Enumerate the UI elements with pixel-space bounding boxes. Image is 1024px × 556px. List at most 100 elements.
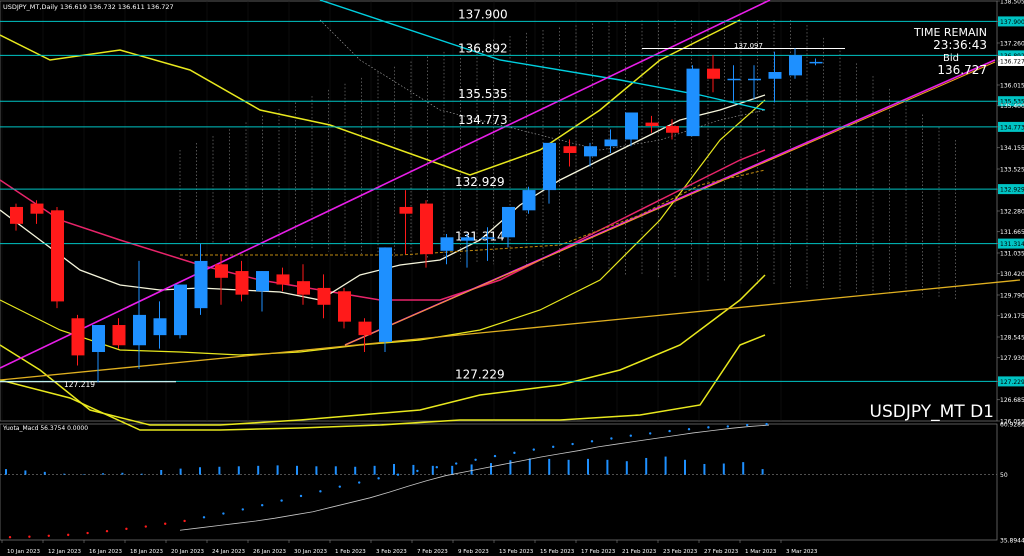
price-tick-label: 134.155 bbox=[1000, 145, 1024, 152]
candle-body bbox=[748, 78, 761, 81]
candles bbox=[10, 48, 823, 383]
price-tick-label: 136.727 bbox=[1000, 58, 1024, 65]
macd-dot bbox=[299, 494, 303, 498]
macd-frame bbox=[0, 423, 998, 541]
macd-dot bbox=[571, 442, 574, 446]
price-axis-badge bbox=[998, 184, 1024, 195]
candle-body bbox=[379, 247, 392, 342]
date-tick-label: 27 Feb 2023 bbox=[704, 549, 739, 555]
macd-dot bbox=[746, 423, 749, 427]
candle-body bbox=[358, 321, 372, 336]
date-tick-label: 15 Feb 2023 bbox=[540, 549, 575, 555]
symbol-info: USDJPY_MT,Daily 136.619 136.732 136.611 … bbox=[3, 3, 174, 11]
macd-dot bbox=[765, 422, 768, 426]
macd-dot bbox=[590, 440, 594, 443]
price-tick-label: 130.420 bbox=[1000, 271, 1024, 278]
macd-dot bbox=[726, 425, 729, 428]
candle-body bbox=[174, 284, 187, 336]
ichimoku-cloud bbox=[179, 20, 956, 300]
macd-dot bbox=[610, 437, 613, 440]
symbol-watermark: USDJPY_MT D1 bbox=[870, 402, 994, 422]
bid-value: 136.727 bbox=[937, 63, 987, 77]
macd-dot bbox=[241, 508, 244, 511]
price-axis-badge bbox=[998, 96, 1024, 107]
macd-dot bbox=[358, 481, 361, 484]
macd-dot bbox=[222, 512, 225, 515]
macd-dot bbox=[8, 535, 12, 539]
candle-body bbox=[789, 55, 802, 76]
macd-dot bbox=[532, 448, 535, 451]
price-tick-label: 137.900 bbox=[1000, 19, 1024, 26]
bollinger-mid bbox=[0, 99, 766, 356]
price-tick-label: 132.929 bbox=[1000, 187, 1024, 194]
macd-dot bbox=[164, 522, 167, 525]
date-tick-label: 17 Feb 2023 bbox=[581, 549, 616, 555]
candle-body bbox=[51, 210, 64, 302]
macd-dot bbox=[125, 527, 128, 531]
macd-dot bbox=[280, 499, 283, 502]
horizontal-levels[interactable]: 137.900 136.892 135.535 134.773 132.929 131.3… bbox=[0, 7, 997, 383]
macd-dot bbox=[435, 466, 438, 469]
price-tick-label: 134.773 bbox=[1000, 124, 1024, 131]
macd-dot bbox=[47, 534, 50, 538]
date-tick-label: 3 Feb 2023 bbox=[376, 549, 407, 555]
price-tick-label: 129.790 bbox=[1000, 293, 1024, 300]
date-tick-label: 10 Jan 2023 bbox=[7, 549, 40, 555]
time-remain-label: TIME REMAIN bbox=[913, 26, 987, 39]
date-tick-label: 1 Mar 2023 bbox=[745, 549, 777, 555]
candle-body bbox=[707, 68, 720, 79]
candle-body bbox=[112, 325, 126, 346]
date-tick-label: 13 Feb 2023 bbox=[499, 549, 534, 555]
slow-ma bbox=[0, 149, 766, 301]
candle-body bbox=[420, 203, 433, 255]
candle-body bbox=[625, 112, 638, 140]
candle-body bbox=[30, 203, 44, 214]
price-tick-label: 127.229 bbox=[1000, 379, 1024, 386]
price-axis-badge bbox=[998, 16, 1024, 27]
candle-body bbox=[645, 122, 659, 126]
candle-body bbox=[461, 237, 474, 241]
macd-dot bbox=[396, 473, 400, 476]
macd-signal-line bbox=[179, 424, 770, 531]
price-tick-label: 135.535 bbox=[1000, 99, 1024, 106]
price-tick-label: 126.685 bbox=[1000, 397, 1024, 404]
candle-body bbox=[276, 274, 290, 285]
low-marker: 127.219 bbox=[64, 380, 95, 389]
candle-body bbox=[440, 237, 454, 251]
macd-dot bbox=[493, 454, 497, 458]
lower-channel-shadow bbox=[344, 61, 996, 346]
price-axis-badge bbox=[998, 376, 1024, 387]
price-tick-label: 127.930 bbox=[1000, 355, 1024, 362]
price-axis-badge bbox=[998, 50, 1024, 61]
cyan-trendline bbox=[319, 0, 766, 111]
macd-tick-label: 35.8944 bbox=[1000, 538, 1024, 545]
candle-body bbox=[338, 291, 351, 322]
date-tick-label: 16 Jan 2023 bbox=[89, 549, 122, 555]
macd-dot bbox=[707, 426, 710, 429]
candle-body bbox=[809, 61, 823, 64]
candle-body bbox=[10, 206, 23, 224]
price-axis-badge bbox=[998, 238, 1024, 249]
price-tick-label: 131.314 bbox=[1000, 241, 1024, 248]
level-label: 137.900 bbox=[458, 7, 508, 21]
macd-subwindow bbox=[0, 422, 997, 539]
price-tick-label: 133.525 bbox=[1000, 167, 1024, 174]
level-label: 135.535 bbox=[458, 87, 508, 101]
level-label: 131.314 bbox=[455, 230, 505, 244]
date-tick-label: 18 Jan 2023 bbox=[130, 549, 163, 555]
price-tick-label: 128.545 bbox=[1000, 335, 1024, 342]
candle-body bbox=[215, 264, 228, 278]
bid-label: Bid bbox=[943, 53, 959, 64]
candle-body bbox=[194, 260, 208, 309]
price-tick-label: 135.400 bbox=[1000, 103, 1024, 110]
macd-dot bbox=[28, 535, 31, 538]
macd-dot bbox=[416, 469, 419, 473]
candle-body bbox=[686, 68, 700, 137]
macd-dot bbox=[183, 519, 186, 523]
price-tick-label: 126.055 bbox=[1000, 419, 1024, 426]
macd-dot bbox=[629, 434, 632, 437]
macd-dot bbox=[513, 451, 516, 455]
bollinger-lower-outer bbox=[0, 334, 766, 431]
macd-dot bbox=[668, 429, 671, 433]
